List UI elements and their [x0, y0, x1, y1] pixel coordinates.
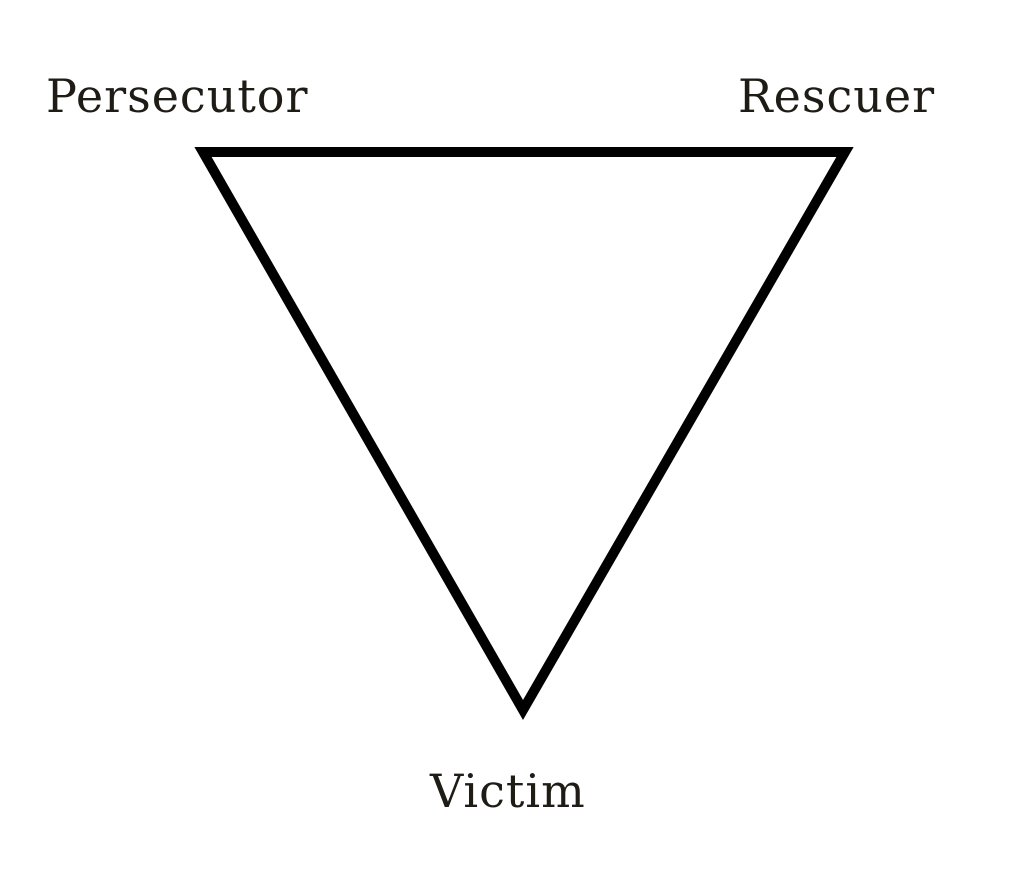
triangle-outline	[194, 147, 854, 721]
node-label-rescuer: Rescuer	[738, 69, 936, 123]
node-label-victim: Victim	[430, 764, 586, 818]
node-label-persecutor: Persecutor	[46, 69, 309, 123]
